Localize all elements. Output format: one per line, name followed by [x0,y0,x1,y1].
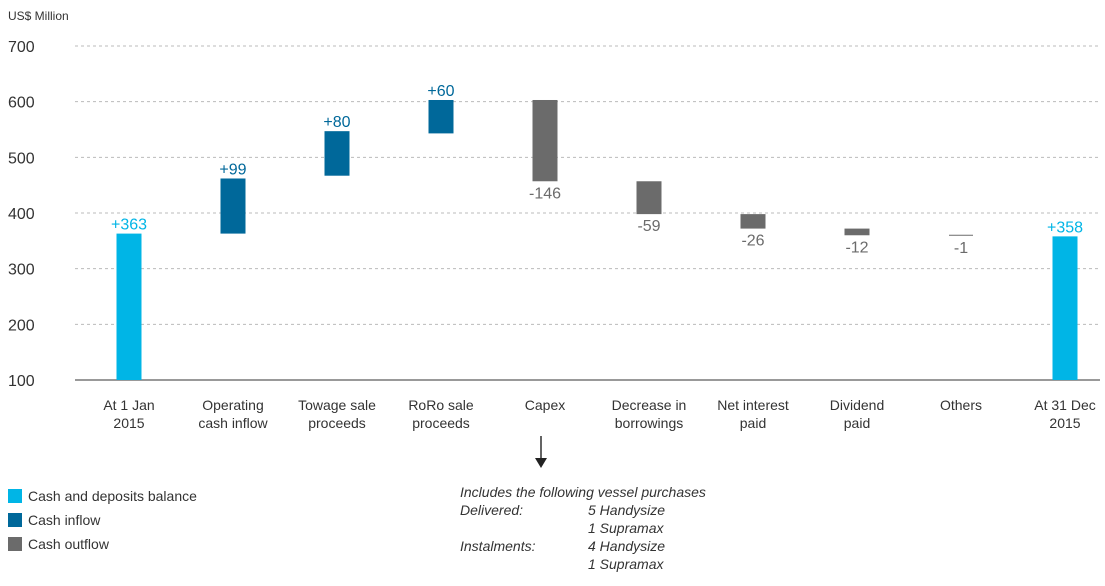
legend-swatch-balance [8,489,22,503]
y-tick-label: 200 [8,317,35,334]
note-title: Includes the following vessel purchases [460,484,706,500]
data-label: -146 [529,185,561,202]
note-item: 1 Supramax [588,556,664,572]
bar [532,99,558,182]
legend-item-inflow: Cash inflow [8,508,197,532]
bar [844,228,870,236]
y-tick-label: 300 [8,262,35,279]
x-tick-label: At 1 Jan [103,397,154,413]
x-tick-label: 2015 [1049,415,1080,431]
data-label: +99 [219,161,246,178]
data-label: +60 [427,83,454,100]
x-tick-label: Others [940,397,982,413]
data-label: -59 [637,218,660,235]
data-label: -1 [954,240,968,257]
data-label: +358 [1047,219,1083,236]
bar [636,181,662,215]
data-label: +80 [323,114,350,131]
x-tick-label: Capex [525,397,565,413]
data-label: -26 [741,233,764,250]
legend-swatch-outflow [8,537,22,551]
x-tick-label: 2015 [113,415,144,431]
y-tick-label: 400 [8,206,35,223]
x-tick-label: proceeds [308,415,366,431]
note-label-delivered: Delivered: [460,502,524,518]
x-tick-label: Decrease in [612,397,687,413]
legend-item-balance: Cash and deposits balance [8,484,197,508]
note-item: 1 Supramax [588,520,664,536]
note-item: 4 Handysize [588,538,666,554]
legend-item-outflow: Cash outflow [8,532,197,556]
note-label-instalments: Instalments: [460,538,536,554]
x-tick-label: At 31 Dec [1034,397,1095,413]
x-tick-label: proceeds [412,415,470,431]
note-row-instalments: Instalments: 4 Handysize 1 Supramax [460,537,706,573]
data-label: +363 [111,217,147,234]
legend-label-inflow: Cash inflow [28,512,101,528]
y-tick-label: 600 [8,95,35,112]
x-tick-label: Operating [202,397,263,413]
waterfall-chart: 100 200 300 400 500 600 700 +363 At 1 Jan 2015 +99… [8,39,1100,431]
x-tick-label: Net interest [717,397,789,413]
note-row-delivered: Delivered: 5 Handysize 1 Supramax [460,501,706,537]
y-tick-label: 100 [8,373,35,390]
x-tick-label: cash inflow [198,415,268,431]
chart-legend: Cash and deposits balance Cash inflow Ca… [8,484,197,556]
arrow-down-icon [535,436,547,468]
x-tick-label: paid [844,415,870,431]
data-label: -12 [845,239,868,256]
vessel-purchase-note: Includes the following vessel purchases … [460,483,706,573]
bar [220,178,246,234]
y-tick-label: 700 [8,39,35,56]
note-item: 5 Handysize [588,502,666,518]
x-tick-label: Towage sale [298,397,376,413]
x-tick-label: borrowings [615,415,683,431]
legend-label-balance: Cash and deposits balance [28,488,197,504]
x-tick-label: paid [740,415,766,431]
legend-swatch-inflow [8,513,22,527]
legend-label-outflow: Cash outflow [28,536,109,552]
x-tick-label: RoRo sale [408,397,474,413]
bar [428,99,454,134]
x-tick-label: Dividend [830,397,884,413]
bar [740,214,766,229]
bar [116,233,142,380]
y-axis-unit-label: US$ Million [8,9,69,23]
bar [1052,236,1078,380]
y-tick-label: 500 [8,150,35,167]
bar [324,131,350,176]
